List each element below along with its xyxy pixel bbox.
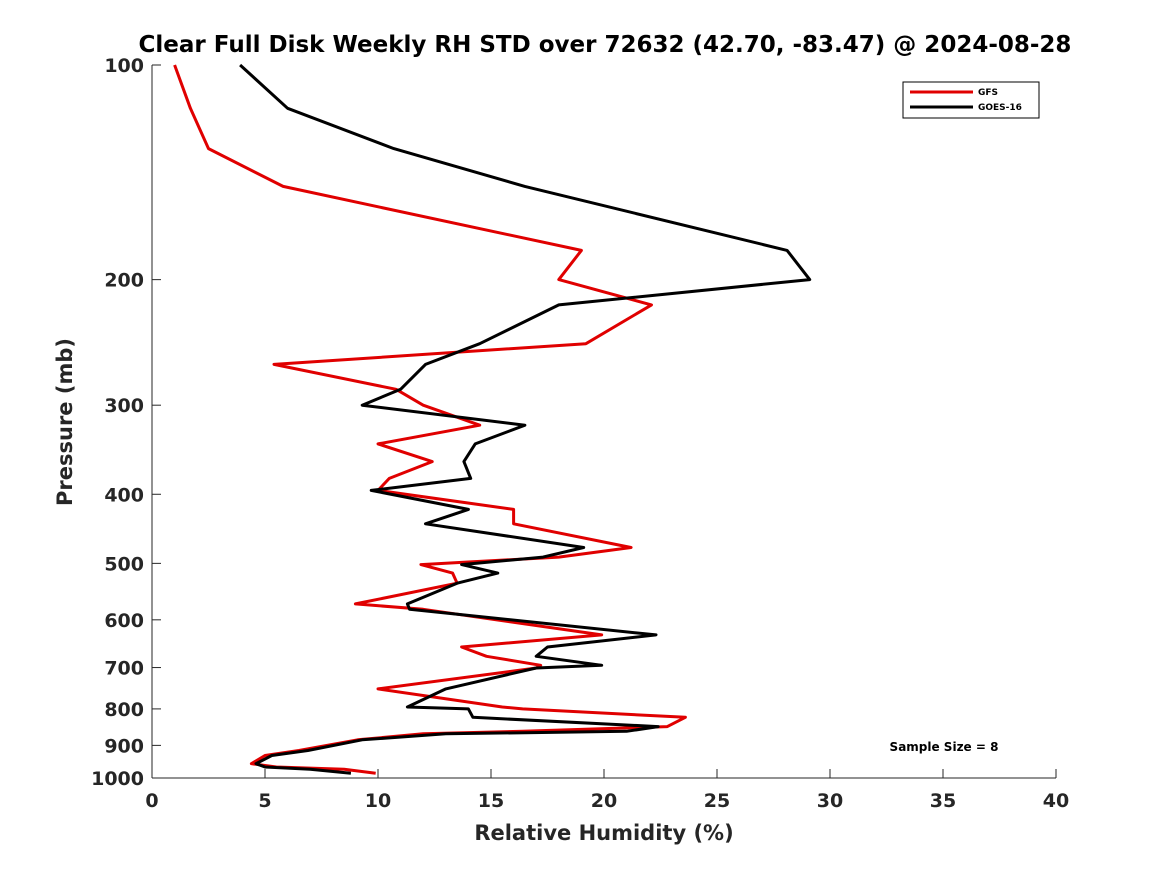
- x-tick-label: 40: [1043, 790, 1069, 812]
- legend-entry-label: GOES-16: [978, 103, 1022, 113]
- x-tick-label: 35: [930, 790, 956, 812]
- y-tick-label: 500: [104, 553, 144, 575]
- y-tick-label: 400: [104, 484, 144, 506]
- y-tick-label: 100: [104, 55, 144, 77]
- y-tick-label: 700: [104, 658, 144, 680]
- x-tick-label: 5: [258, 790, 271, 812]
- x-axis-label: Relative Humidity (%): [474, 821, 733, 845]
- x-tick-label: 0: [145, 790, 158, 812]
- legend: GFS GOES-16: [902, 81, 1040, 119]
- x-tick-label: 15: [478, 790, 504, 812]
- y-tick-label: 200: [104, 270, 144, 292]
- plot-area: [173, 63, 812, 775]
- y-tick-label: 600: [104, 610, 144, 632]
- axes: 0 5 10 15 20 25 30 35 40 100 200 300 400 500 600 700 800…: [91, 55, 1069, 812]
- y-tick-label: 900: [104, 735, 144, 757]
- y-axis-label: Pressure (mb): [53, 338, 77, 506]
- sample-size-annotation: Sample Size = 8: [890, 740, 999, 754]
- chart-title: Clear Full Disk Weekly RH STD over 72632…: [139, 32, 1072, 58]
- legend-box: [902, 81, 1040, 119]
- legend-entry-label: GFS: [978, 88, 998, 98]
- x-tick-label: 10: [365, 790, 391, 812]
- y-tick-label: 1000: [91, 768, 144, 790]
- y-tick-label: 300: [104, 395, 144, 417]
- x-tick-label: 30: [817, 790, 843, 812]
- x-tick-label: 25: [704, 790, 730, 812]
- y-tick-label: 800: [104, 699, 144, 721]
- x-tick-label: 20: [591, 790, 617, 812]
- series-line-goes-16: [239, 63, 812, 775]
